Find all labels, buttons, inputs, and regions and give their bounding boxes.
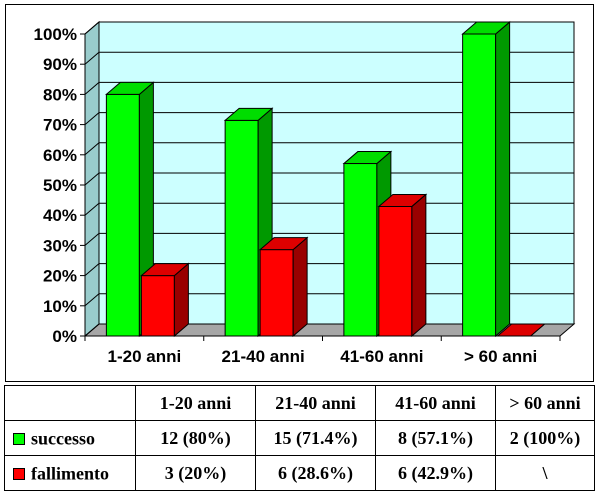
gridline: [84, 172, 574, 186]
gridline: [84, 51, 574, 65]
y-tick-label: 40%: [43, 206, 77, 225]
y-tick-label: 10%: [43, 297, 77, 316]
bar-front-fallimento: [140, 275, 175, 337]
table-header-cell: 1-20 anni: [135, 385, 256, 421]
bar-side-fallimento: [173, 262, 189, 338]
table-cell: 6 (42.9%): [375, 455, 496, 491]
chart-frame: 0% 10% 20% 30% 40% 50% 60% 70% 80% 90% 100% 1-20 a…: [5, 4, 594, 382]
gridline: [84, 112, 574, 125]
x-tick-label: 41-60 anni: [340, 347, 423, 366]
table-cell: 3 (20%): [135, 455, 256, 491]
bar-front-successo: [105, 93, 140, 337]
legend-swatch-fallimento: [13, 467, 25, 480]
bar-top-successo: [223, 107, 274, 121]
gridline: [84, 21, 574, 35]
bar-top-successo: [105, 81, 155, 95]
bar-front-successo: [224, 119, 259, 337]
table-cell: 2 (100%): [495, 420, 595, 456]
bar-side-successo: [495, 20, 511, 338]
bar-front-successo: [343, 163, 378, 337]
x-axis: 1-20 anni 21-40 anni 41-60 anni > 60 anni: [84, 335, 561, 366]
bar-front-fallimento: [259, 249, 294, 337]
bars: [105, 20, 546, 338]
y-tick-label: 90%: [43, 55, 77, 74]
table-header-cell: > 60 anni: [495, 385, 595, 421]
y-tick-label: 70%: [43, 116, 77, 135]
y-tick-label: 30%: [43, 236, 77, 255]
gridline: [84, 81, 574, 95]
x-tick-label: 1-20 anni: [108, 347, 182, 366]
x-tick-label: 21-40 anni: [222, 347, 305, 366]
table-cell: \: [495, 455, 595, 491]
table-header-cell: 21-40 anni: [255, 385, 376, 421]
table-cell: 8 (57.1%): [375, 420, 496, 456]
bar-top-successo: [461, 21, 511, 35]
legend-swatch-successo: [13, 432, 25, 445]
table-header-row: 1-20 anni 21-40 anni 41-60 anni > 60 ann…: [4, 385, 595, 421]
table-row-header: successo: [4, 420, 136, 456]
table-corner-cell: [4, 385, 136, 421]
y-tick-label: 20%: [43, 267, 77, 286]
table-header-cell: 41-60 anni: [375, 385, 496, 421]
data-table: 1-20 anni 21-40 anni 41-60 anni > 60 ann…: [4, 385, 595, 491]
y-tick-label: 60%: [43, 146, 77, 165]
y-tick-label: 100%: [34, 25, 77, 44]
table-cell: 6 (28.6%): [255, 455, 376, 491]
bar-top-successo: [342, 151, 393, 165]
gridline: [84, 142, 574, 156]
bar-side-fallimento: [292, 236, 308, 338]
bar-top-fallimento: [377, 193, 428, 207]
bar-top-fallimento: [140, 263, 190, 277]
table-cell: 15 (71.4%): [255, 420, 376, 456]
y-tick-label: 80%: [43, 85, 77, 104]
gridlines: [84, 21, 574, 337]
table-row: successo 12 (80%) 15 (71.4%) 8 (57.1%) 2…: [4, 420, 595, 456]
bar-side-fallimento: [411, 193, 427, 338]
y-tick-label: 50%: [43, 176, 77, 195]
table-row-header: fallimento: [4, 455, 136, 491]
bar-front-fallimento: [378, 205, 413, 337]
legend-label: fallimento: [31, 463, 109, 484]
table-row: fallimento 3 (20%) 6 (28.6%) 6 (42.9%) \: [4, 455, 595, 491]
y-axis: 0% 10% 20% 30% 40% 50% 60% 70% 80% 90% 100%: [34, 25, 86, 346]
y-tick-label: 0%: [52, 327, 77, 346]
bar-top-fallimento: [258, 237, 309, 251]
table-cell: 12 (80%): [135, 420, 256, 456]
legend-label: successo: [31, 428, 95, 449]
bar-chart: 0% 10% 20% 30% 40% 50% 60% 70% 80% 90% 100% 1-20 a…: [5, 4, 594, 382]
bar-front-successo: [462, 33, 497, 337]
x-tick-label: > 60 anni: [464, 347, 537, 366]
